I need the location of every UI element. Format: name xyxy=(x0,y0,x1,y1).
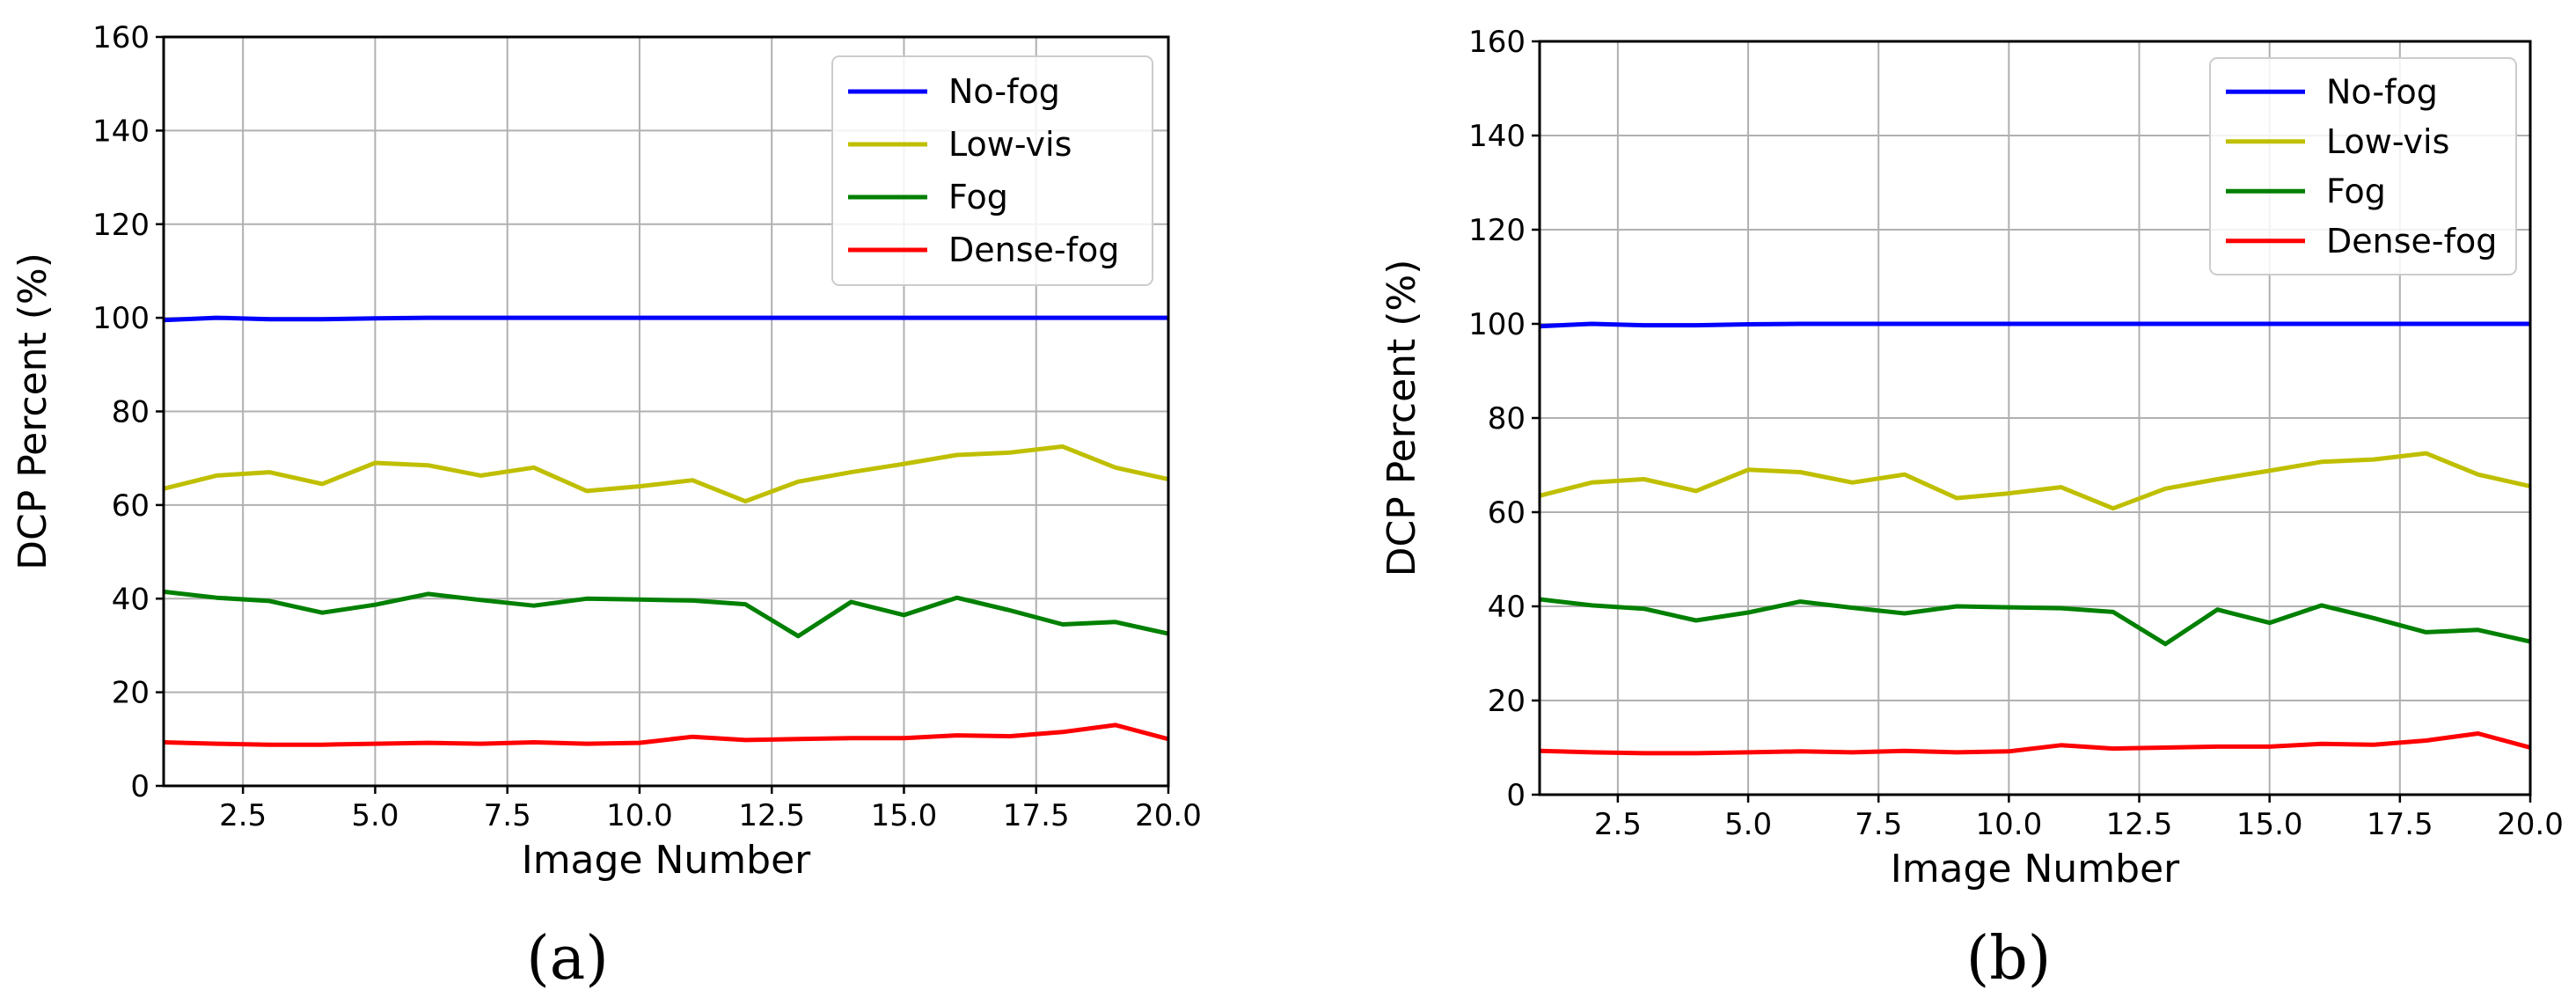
series-line-no-fog xyxy=(1540,321,2530,329)
x-tick-label: 12.5 xyxy=(2106,807,2173,842)
legend: No-fog Low-vis Fog Dense-fog xyxy=(831,55,1153,286)
x-tick-label: 2.5 xyxy=(1594,807,1642,842)
chart-panel-a: 2.5 5.0 7.5 10.0 12.5 15.0 17.5 20.0 0 20 40 60 80 10… xyxy=(11,20,1202,994)
y-tick-label: 60 xyxy=(112,488,150,524)
series-line-dense-fog xyxy=(164,723,1168,747)
y-tick-label: 100 xyxy=(1468,307,1526,342)
legend-label-dense-fog: Dense-fog xyxy=(948,231,1119,269)
x-tick-label: 20.0 xyxy=(1135,798,1202,833)
series-line-low-vis xyxy=(164,444,1168,504)
legend-label-low-vis: Low-vis xyxy=(948,125,1072,164)
legend-label-no-fog: No-fog xyxy=(948,72,1060,111)
x-tick-label: 5.0 xyxy=(351,798,399,833)
series-lines xyxy=(164,315,1168,747)
x-tick-label: 12.5 xyxy=(738,798,805,833)
legend-label-no-fog: No-fog xyxy=(2326,72,2438,111)
y-tick-label: 0 xyxy=(1506,778,1526,813)
y-tick-label: 100 xyxy=(92,301,150,336)
x-axis-title: Image Number xyxy=(522,838,811,883)
series-line-fog xyxy=(164,589,1168,639)
x-tick-label: 10.0 xyxy=(606,798,673,833)
legend-label-fog: Fog xyxy=(2326,172,2386,210)
series-line-no-fog xyxy=(164,315,1168,323)
legend-box xyxy=(831,55,1153,286)
legend: No-fog Low-vis Fog Dense-fog xyxy=(2209,57,2517,275)
y-tick-label: 40 xyxy=(1488,590,1526,625)
y-tick-label: 140 xyxy=(92,114,150,149)
x-tick-label: 7.5 xyxy=(484,798,531,833)
legend-label-low-vis: Low-vis xyxy=(2326,122,2449,161)
x-tick-label: 10.0 xyxy=(1976,807,2043,842)
y-tick-label: 20 xyxy=(1488,684,1526,719)
x-tick-label: 2.5 xyxy=(219,798,267,833)
y-tick-label: 120 xyxy=(1468,213,1526,248)
x-tick-label: 15.0 xyxy=(871,798,938,833)
y-tick-label: 20 xyxy=(112,676,150,711)
x-tick-label: 20.0 xyxy=(2497,807,2564,842)
y-tick-label: 160 xyxy=(1468,25,1526,60)
y-tick-label: 80 xyxy=(112,395,150,430)
y-tick-label: 160 xyxy=(92,20,150,55)
legend-label-fog: Fog xyxy=(948,178,1008,216)
y-axis-title: DCP Percent (%) xyxy=(1379,260,1424,577)
panel-label: (a) xyxy=(526,924,609,994)
y-tick-label: 120 xyxy=(92,208,150,243)
series-line-fog xyxy=(1540,597,2530,647)
y-tick-label: 140 xyxy=(1468,119,1526,154)
x-tick-label: 17.5 xyxy=(2367,807,2433,842)
y-tick-label: 60 xyxy=(1488,495,1526,531)
y-tick-label: 0 xyxy=(130,769,150,804)
x-axis-title: Image Number xyxy=(1891,847,2180,891)
x-tick-label: 17.5 xyxy=(1003,798,1070,833)
x-tick-label: 15.0 xyxy=(2236,807,2303,842)
x-tick-label: 5.0 xyxy=(1724,807,1772,842)
legend-label-dense-fog: Dense-fog xyxy=(2326,222,2497,260)
y-tick-label: 80 xyxy=(1488,401,1526,436)
series-lines xyxy=(1540,321,2530,756)
legend-box xyxy=(2209,57,2517,275)
series-line-low-vis xyxy=(1540,451,2530,511)
panel-label: (b) xyxy=(1966,924,2052,994)
series-line-dense-fog xyxy=(1540,731,2530,756)
y-axis-title: DCP Percent (%) xyxy=(11,253,55,570)
chart-panel-b: 2.5 5.0 7.5 10.0 12.5 15.0 17.5 20.0 0 20 40 60 80 10… xyxy=(1379,25,2564,994)
y-tick-label: 40 xyxy=(112,582,150,617)
x-tick-label: 7.5 xyxy=(1855,807,1902,842)
